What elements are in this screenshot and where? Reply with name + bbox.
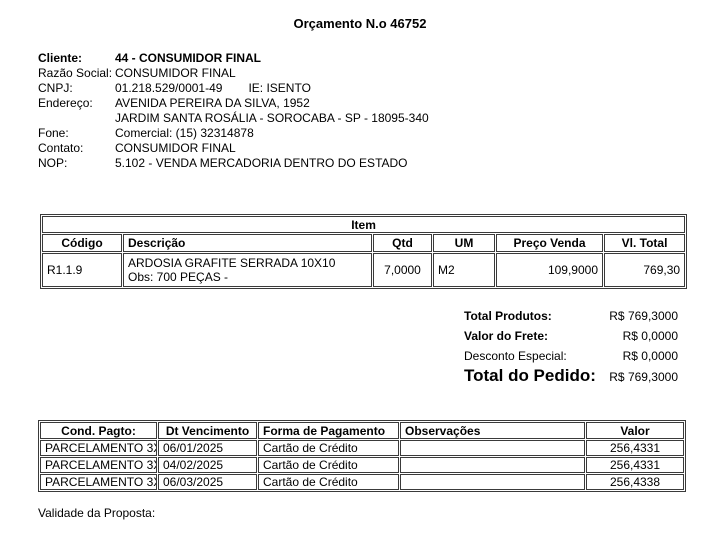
nop-label: NOP: [38,156,68,170]
totals-row-pedido: Total do Pedido: R$ 769,3000 [464,366,678,385]
item-table-header-row: Código Descrição Qtd UM Preço Venda Vl. … [42,234,686,252]
payment-forma: Cartão de Crédito [258,457,399,473]
item-codigo: R1.1.9 [42,253,122,287]
page-title: Orçamento N.o 46752 [293,16,427,31]
total-produtos-label: Total Produtos: [464,309,552,323]
total-pedido-label: Total do Pedido: [464,366,596,385]
col-header-observacoes: Observações [400,422,585,439]
desconto-especial-label: Desconto Especial: [464,349,567,363]
endereco-line1: AVENIDA PEREIRA DA SILVA, 1952 [115,96,310,110]
client-row-endereco: Endereço: AVENIDA PEREIRA DA SILVA, 1952 J… [38,96,429,126]
totals-block: Total Produtos: R$ 769,3000 Valor do Fre… [464,309,678,390]
totals-row-produtos: Total Produtos: R$ 769,3000 [464,309,678,323]
item-table-group-header: Item [42,216,686,233]
razao-social-value: CONSUMIDOR FINAL [115,66,236,80]
col-header-qtd: Qtd [373,234,432,252]
payment-valor: 256,4331 [586,440,684,456]
item-descricao-line2: Obs: 700 PEÇAS - [128,270,229,284]
col-header-valor: Valor [586,422,684,439]
client-row-razao-social: Razão Social: CONSUMIDOR FINAL [38,66,429,81]
col-header-preco-venda: Preço Venda [496,234,603,252]
item-descricao-line1: ARDOSIA GRAFITE SERRADA 10X10 [128,256,336,270]
payment-row: PARCELAMENTO 3X 04/02/2025 Cartão de Cré… [40,457,684,473]
endereco-label: Endereço: [38,96,93,110]
col-header-codigo: Código [42,234,122,252]
payment-cond: PARCELAMENTO 3X [40,457,157,473]
client-row-cliente: Cliente: 44 - CONSUMIDOR FINAL [38,51,429,66]
item-descricao: ARDOSIA GRAFITE SERRADA 10X10 Obs: 700 P… [123,253,372,287]
col-header-um: UM [433,234,495,252]
payment-row: PARCELAMENTO 3X 06/03/2025 Cartão de Cré… [40,474,684,490]
item-table-group-header-row: Item [42,216,686,233]
valor-frete-label: Valor do Frete: [464,329,549,343]
nop-value: 5.102 - VENDA MERCADORIA DENTRO DO ESTAD… [115,156,408,170]
col-header-vl-total: Vl. Total [604,234,686,252]
client-row-contato: Contato: CONSUMIDOR FINAL [38,141,429,156]
payment-forma: Cartão de Crédito [258,474,399,490]
payment-vencimento: 04/02/2025 [158,457,257,473]
col-header-cond-pagto: Cond. Pagto: [40,422,157,439]
payment-vencimento: 06/01/2025 [158,440,257,456]
col-header-dt-vencimento: Dt Vencimento [158,422,257,439]
payment-table: Cond. Pagto: Dt Vencimento Forma de Paga… [38,420,686,492]
item-table: Item Código Descrição Qtd UM Preço Venda… [40,214,688,289]
client-info-block: Cliente: 44 - CONSUMIDOR FINAL Razão Soci… [38,51,429,171]
payment-forma: Cartão de Crédito [258,440,399,456]
payment-obs [400,457,585,473]
ie-value: IE: ISENTO [248,81,311,95]
client-row-nop: NOP: 5.102 - VENDA MERCADORIA DENTRO DO E… [38,156,429,171]
razao-social-label: Razão Social: [38,66,113,80]
item-um: M2 [433,253,495,287]
totals-row-desconto: Desconto Especial: R$ 0,0000 [464,349,678,363]
client-row-fone: Fone: Comercial: (15) 32314878 [38,126,429,141]
col-header-forma-pagamento: Forma de Pagamento [258,422,399,439]
item-vl-total: 769,30 [604,253,686,287]
item-table-row: R1.1.9 ARDOSIA GRAFITE SERRADA 10X10 Obs… [42,253,686,287]
payment-obs [400,474,585,490]
fone-value: Comercial: (15) 32314878 [115,126,254,140]
contato-label: Contato: [38,141,84,155]
payment-row: PARCELAMENTO 3X 06/01/2025 Cartão de Cré… [40,440,684,456]
endereco-line2: JARDIM SANTA ROSÁLIA - SOROCABA - SP - 1… [115,111,429,125]
payment-obs [400,440,585,456]
total-pedido-value: R$ 769,3000 [609,370,678,384]
payment-valor: 256,4338 [586,474,684,490]
cnpj-label: CNPJ: [38,81,73,95]
total-produtos-value: R$ 769,3000 [609,309,678,323]
payment-vencimento: 06/03/2025 [158,474,257,490]
client-row-cnpj: CNPJ: 01.218.529/0001-49 IE: ISENTO [38,81,429,96]
valor-frete-value: R$ 0,0000 [622,329,678,343]
validade-proposta-label: Validade da Proposta: [38,506,156,520]
cliente-value: 44 - CONSUMIDOR FINAL [115,51,262,65]
cnpj-value: 01.218.529/0001-49 [115,81,223,95]
payment-cond: PARCELAMENTO 3X [40,440,157,456]
col-header-descricao: Descrição [123,234,372,252]
fone-label: Fone: [38,126,69,140]
payment-valor: 256,4331 [586,457,684,473]
contato-value: CONSUMIDOR FINAL [115,141,236,155]
payment-cond: PARCELAMENTO 3X [40,474,157,490]
cliente-label: Cliente: [38,51,83,65]
desconto-especial-value: R$ 0,0000 [622,349,678,363]
item-preco-venda: 109,9000 [496,253,603,287]
item-qtd: 7,0000 [373,253,432,287]
payment-table-header-row: Cond. Pagto: Dt Vencimento Forma de Paga… [40,422,684,439]
totals-row-frete: Valor do Frete: R$ 0,0000 [464,329,678,343]
